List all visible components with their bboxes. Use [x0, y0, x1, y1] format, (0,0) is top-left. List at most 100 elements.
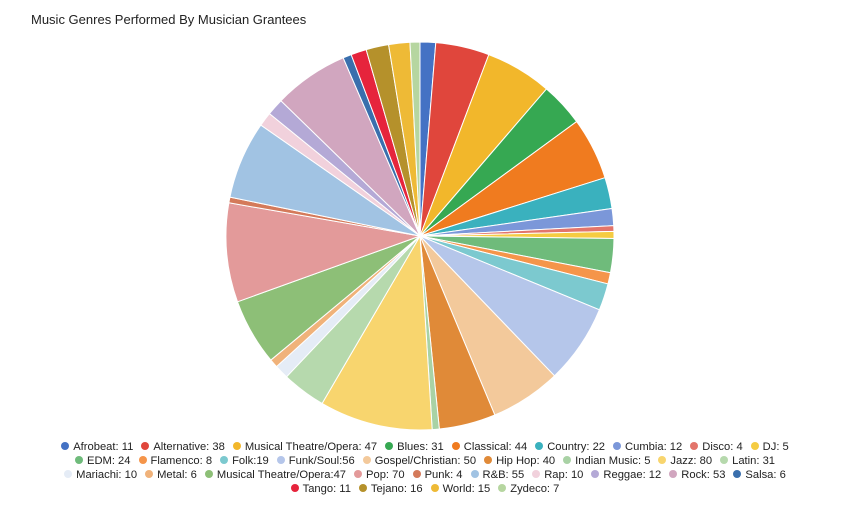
legend-swatch	[535, 442, 544, 450]
legend-label: World: 15	[442, 483, 491, 495]
legend-item[interactable]: Salsa: 6	[733, 468, 786, 482]
legend-label: Tejano: 16	[370, 483, 423, 495]
legend-swatch	[484, 456, 493, 464]
legend-item[interactable]: Jazz: 80	[658, 454, 712, 468]
legend-swatch	[145, 470, 154, 478]
legend-label: Musical Theatre/Opera:47	[216, 469, 347, 481]
legend-label: Metal: 6	[157, 469, 197, 481]
legend-item[interactable]: Hip Hop: 40	[484, 454, 555, 468]
legend-label: Blues: 31	[397, 441, 444, 453]
legend-label: Afrobeat: 11	[73, 441, 134, 453]
legend-item[interactable]: Metal: 6	[145, 468, 197, 482]
legend-swatch	[141, 442, 150, 450]
legend-label: Disco: 4	[702, 441, 743, 453]
pie-slice-zydeco-31[interactable]	[409, 41, 421, 237]
legend-label: Folk:19	[232, 455, 269, 467]
legend-label: EDM: 24	[86, 455, 131, 467]
legend-swatch	[412, 470, 421, 478]
legend-item[interactable]: Musical Theatre/Opera:47	[204, 468, 347, 482]
legend-item[interactable]: Cumbia: 12	[613, 440, 682, 454]
legend-label: Classical: 44	[463, 441, 528, 453]
legend-item[interactable]: Folk:19	[220, 454, 269, 468]
legend-swatch	[669, 470, 678, 478]
legend-item[interactable]: Gospel/Christian: 50	[362, 454, 477, 468]
legend-label: Hip Hop: 40	[496, 455, 556, 467]
legend-label: Musical Theatre/Opera: 47	[244, 441, 378, 453]
legend-label: Rock: 53	[681, 469, 726, 481]
legend-row: Mariachi: 10 Metal: 6 Musical Theatre/Oper…	[20, 468, 830, 482]
pie-slice-jazz-16[interactable]	[321, 234, 433, 431]
legend-row: EDM: 24 Flamenco: 8 Folk:19 Funk/Soul:56 Gos…	[20, 454, 830, 468]
legend-swatch	[498, 484, 507, 492]
legend-swatch	[385, 442, 394, 450]
legend-swatch	[733, 470, 742, 478]
legend-item[interactable]: Funk/Soul:56	[276, 454, 355, 468]
legend-item[interactable]: Indian Music: 5	[563, 454, 650, 468]
pie-slice-pop-21[interactable]	[225, 202, 422, 303]
legend-swatch	[720, 456, 729, 464]
legend-label: Reggae: 12	[603, 469, 662, 481]
legend-label: Flamenco: 8	[150, 455, 213, 467]
legend-item[interactable]: DJ: 5	[750, 440, 789, 454]
legend-swatch	[563, 456, 572, 464]
legend-swatch	[532, 470, 541, 478]
legend-item[interactable]: Rock: 53	[669, 468, 725, 482]
legend-item[interactable]: Zydeco: 7	[498, 482, 559, 496]
legend-item[interactable]: World: 15	[430, 482, 491, 496]
legend-item[interactable]: EDM: 24	[74, 454, 131, 468]
legend-item[interactable]: Latin: 31	[720, 454, 775, 468]
legend-item[interactable]: Reggae: 12	[591, 468, 661, 482]
legend-item[interactable]: Tango: 11	[290, 482, 351, 496]
legend-swatch	[204, 470, 213, 478]
legend-swatch	[658, 456, 667, 464]
legend-label: Jazz: 80	[670, 455, 713, 467]
legend-swatch	[354, 470, 363, 478]
legend-label: Punk: 4	[424, 469, 463, 481]
legend-row: Afrobeat: 11 Alternative: 38 Musical Theat…	[20, 440, 830, 454]
legend-item[interactable]: Afrobeat: 11	[61, 440, 133, 454]
chart-legend: Afrobeat: 11 Alternative: 38 Musical Theat…	[20, 440, 830, 496]
legend-swatch	[74, 456, 83, 464]
legend-swatch	[232, 442, 241, 450]
legend-item[interactable]: Classical: 44	[451, 440, 528, 454]
legend-swatch	[64, 470, 73, 478]
legend-item[interactable]: Rap: 10	[532, 468, 583, 482]
legend-item[interactable]: Punk: 4	[412, 468, 463, 482]
legend-item[interactable]: Pop: 70	[354, 468, 405, 482]
legend-item[interactable]: Disco: 4	[690, 440, 743, 454]
legend-label: DJ: 5	[762, 441, 789, 453]
legend-swatch	[138, 456, 147, 464]
legend-swatch	[430, 484, 439, 492]
legend-swatch	[470, 470, 479, 478]
legend-label: Pop: 70	[366, 469, 405, 481]
legend-label: Salsa: 6	[745, 469, 786, 481]
legend-swatch	[358, 484, 367, 492]
legend-item[interactable]: Musical Theatre/Opera: 47	[232, 440, 378, 454]
legend-label: Tango: 11	[302, 483, 351, 495]
legend-label: Country: 22	[547, 441, 606, 453]
legend-item[interactable]: Blues: 31	[385, 440, 444, 454]
legend-swatch	[220, 456, 229, 464]
legend-label: Latin: 31	[732, 455, 776, 467]
legend-item[interactable]: R&B: 55	[470, 468, 524, 482]
legend-swatch	[61, 442, 70, 450]
legend-swatch	[290, 484, 299, 492]
pie-chart	[225, 41, 615, 431]
legend-swatch	[591, 470, 600, 478]
legend-swatch	[276, 456, 285, 464]
legend-label: Indian Music: 5	[575, 455, 651, 467]
legend-label: Gospel/Christian: 50	[374, 455, 477, 467]
legend-label: Funk/Soul:56	[288, 455, 355, 467]
legend-label: Mariachi: 10	[76, 469, 138, 481]
legend-swatch	[362, 456, 371, 464]
legend-swatch	[690, 442, 699, 450]
legend-swatch	[451, 442, 460, 450]
legend-item[interactable]: Flamenco: 8	[138, 454, 213, 468]
chart-title: Music Genres Performed By Musician Grant…	[31, 12, 307, 27]
legend-item[interactable]: Country: 22	[535, 440, 605, 454]
legend-item[interactable]: Mariachi: 10	[64, 468, 137, 482]
legend-swatch	[613, 442, 622, 450]
legend-item[interactable]: Tejano: 16	[358, 482, 423, 496]
legend-label: Rap: 10	[544, 469, 584, 481]
legend-item[interactable]: Alternative: 38	[141, 440, 225, 454]
